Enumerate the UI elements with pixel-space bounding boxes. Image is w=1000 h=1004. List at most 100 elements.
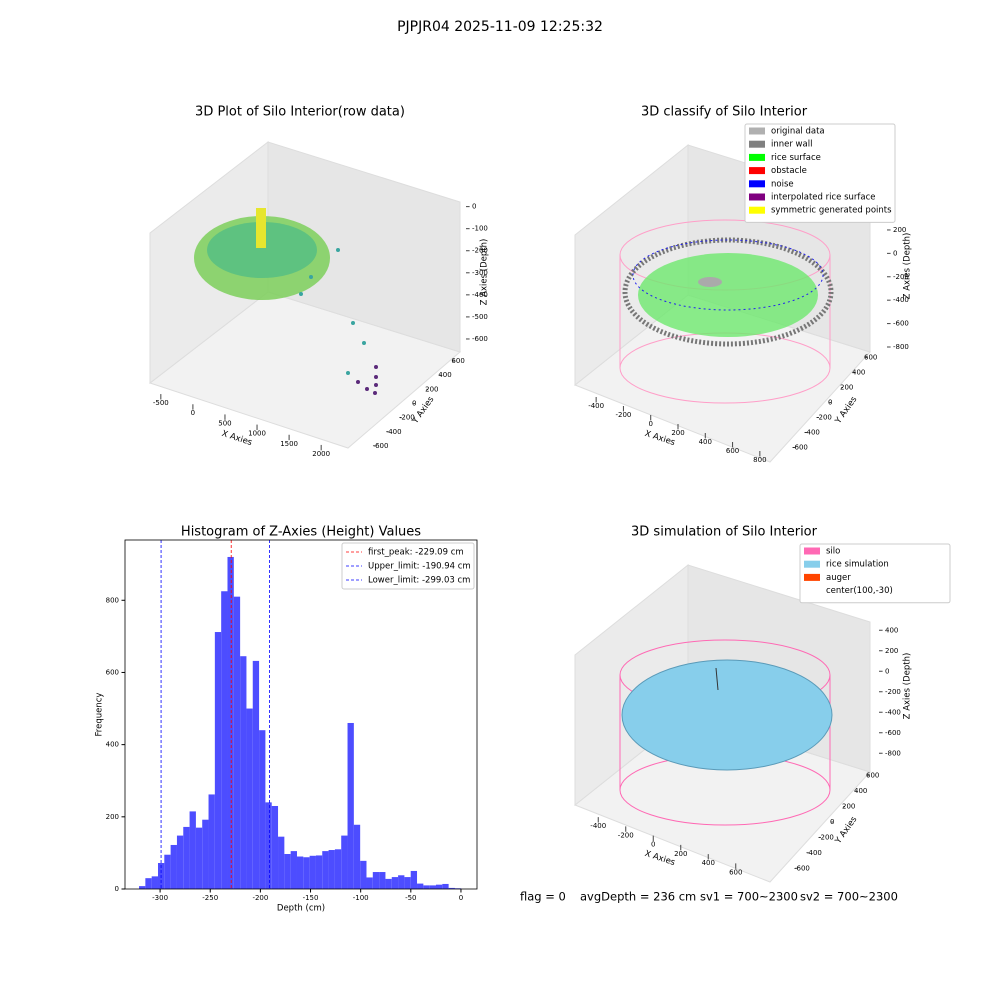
legend-label: interpolated rice surface: [771, 193, 876, 203]
pane: [267, 141, 461, 353]
z-tick-label: -500: [472, 313, 488, 321]
bar: [448, 887, 455, 889]
legend-swatch: [749, 206, 765, 214]
z-axis-label: Z Axies (Depth): [903, 653, 913, 720]
y-axis-label: Frequency: [95, 693, 105, 737]
bar: [278, 836, 285, 889]
z-tick-label: 200: [893, 226, 906, 234]
noise-ring: [632, 239, 824, 311]
bar: [341, 835, 348, 889]
bar: [315, 855, 323, 889]
axes-3d: -400 -200 0 200 400 600 -600 -400 -200 0 200 400 600…: [574, 563, 901, 883]
x-tick-label: -200: [615, 411, 631, 419]
legend-swatch: [749, 140, 765, 148]
legend-swatch: [749, 193, 765, 201]
outlier-point: [374, 375, 378, 379]
obstacle: [698, 277, 722, 287]
bar: [398, 875, 405, 889]
z-tick-label: -600: [472, 335, 488, 343]
x-tick-label: 2000: [312, 450, 330, 458]
legend-label: Lower_limit: -299.03 cm: [368, 576, 470, 586]
y-tick-label: 600: [451, 357, 464, 365]
y-tick-label: -400: [804, 429, 820, 437]
x-tick-label: -200: [618, 831, 634, 839]
outlier-point: [351, 321, 355, 325]
subplot-title: Histogram of Z-Axies (Height) Values: [181, 525, 421, 540]
z-tick-label: 400: [885, 626, 898, 634]
bar: [145, 878, 152, 889]
bar: [221, 591, 228, 889]
legend-swatch: [749, 167, 765, 175]
y-tick-label: 400: [852, 369, 865, 377]
footer-text: sv1 = 700~2300: [700, 890, 798, 904]
y-tick-label: 200: [106, 813, 119, 821]
y-tick-label: -200: [818, 833, 834, 841]
bar: [410, 870, 418, 889]
legend-swatch: [804, 560, 820, 568]
bar: [164, 854, 171, 889]
legend-label: inner wall: [771, 140, 812, 150]
footer-text: sv2 = 700~2300: [800, 890, 898, 904]
x-tick-label: 1500: [280, 440, 298, 448]
plot-frame: [124, 539, 478, 890]
legend-label: rice simulation: [826, 560, 889, 570]
bar: [189, 811, 196, 889]
y-tick-label: -400: [806, 849, 822, 857]
y-tick-label: 200: [425, 385, 438, 393]
z-tick-label: -600: [885, 729, 901, 737]
y-tick-label: -400: [386, 428, 402, 436]
subplot-title: 3D Plot of Silo Interior(row data): [195, 105, 405, 120]
bar: [183, 826, 190, 889]
bar: [151, 876, 158, 889]
bar: [214, 632, 222, 889]
z-tick-label: -800: [885, 749, 901, 757]
x-tick-label: -400: [588, 402, 604, 410]
outlier-point: [346, 371, 350, 375]
bar: [417, 883, 424, 889]
z-tick-label: -400: [472, 291, 488, 299]
bar: [271, 805, 279, 889]
bar: [429, 885, 436, 889]
rice-simulation: [621, 659, 833, 771]
x-tick-label: -100: [353, 894, 369, 902]
y-axis-label: Y Axies: [833, 814, 860, 846]
legend-label: Upper_limit: -190.94 cm: [368, 562, 471, 572]
x-axis-label: Depth (cm): [277, 904, 325, 914]
x-tick-label: -500: [153, 399, 169, 407]
bar: [195, 827, 203, 889]
auger: [715, 667, 719, 691]
x-tick-label: 0: [651, 841, 655, 849]
outlier-point: [374, 383, 378, 387]
outlier-point: [373, 391, 377, 395]
outlier-point: [336, 248, 340, 252]
bar: [290, 851, 297, 889]
y-tick-label: -600: [373, 442, 389, 450]
bar: [353, 824, 361, 889]
bar: [366, 877, 373, 889]
y-tick-label: 0: [828, 399, 832, 407]
x-tick-label: 0: [648, 420, 652, 428]
x-tick-label: 0: [191, 409, 195, 417]
bar: [303, 857, 310, 889]
legend-label: rice surface: [771, 153, 821, 163]
subplot-title: 3D simulation of Silo Interior: [631, 525, 818, 540]
outlier-point: [374, 365, 378, 369]
bar: [227, 556, 234, 889]
z-tick-label: -600: [893, 320, 909, 328]
bar: [334, 849, 342, 889]
y-tick-label: 200: [840, 384, 853, 392]
x-tick-label: 200: [671, 429, 684, 437]
y-tick-label: 0: [830, 818, 834, 826]
bar: [328, 850, 335, 889]
x-tick-label: 0: [459, 894, 463, 902]
y-tick-label: -200: [399, 414, 415, 422]
y-tick-label: 600: [864, 354, 877, 362]
bar: [176, 835, 184, 889]
y-tick-label: 0: [412, 400, 416, 408]
bar: [391, 877, 399, 889]
bar: [170, 844, 177, 889]
legend-label: auger: [826, 573, 851, 583]
y-tick-label: 200: [842, 803, 855, 811]
x-tick-label: -50: [405, 894, 416, 902]
